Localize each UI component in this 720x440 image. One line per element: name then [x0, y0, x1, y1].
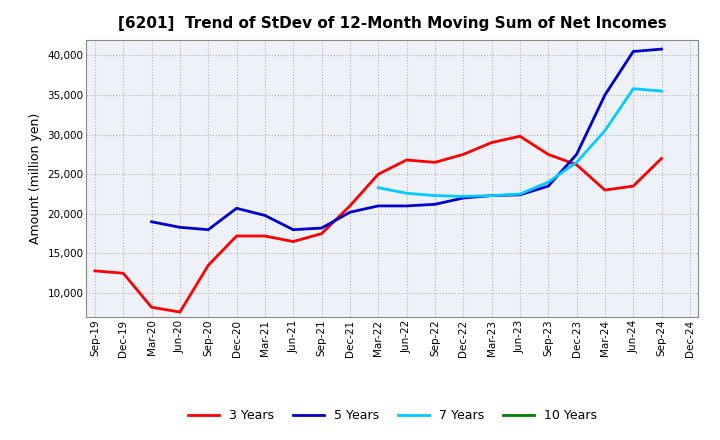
3 Years [516, 134, 524, 139]
5 Years [459, 195, 467, 201]
3 Years [374, 172, 382, 177]
Line: 3 Years: 3 Years [95, 136, 662, 312]
5 Years [261, 213, 269, 218]
5 Years [346, 209, 354, 215]
3 Years [318, 231, 326, 236]
7 Years [629, 86, 637, 92]
7 Years [572, 160, 581, 165]
3 Years [91, 268, 99, 274]
Y-axis label: Amount (million yen): Amount (million yen) [29, 113, 42, 244]
3 Years [544, 152, 552, 157]
7 Years [487, 193, 496, 198]
3 Years [261, 233, 269, 238]
3 Years [487, 140, 496, 145]
5 Years [402, 203, 411, 209]
5 Years [148, 219, 156, 224]
7 Years [459, 194, 467, 199]
Line: 7 Years: 7 Years [378, 89, 662, 196]
7 Years [402, 191, 411, 196]
3 Years [119, 271, 127, 276]
7 Years [657, 88, 666, 94]
3 Years [431, 160, 439, 165]
7 Years [544, 180, 552, 185]
3 Years [402, 158, 411, 163]
5 Years [600, 92, 609, 98]
7 Years [374, 185, 382, 191]
5 Years [544, 183, 552, 189]
3 Years [233, 233, 241, 238]
7 Years [516, 191, 524, 197]
3 Years [600, 187, 609, 193]
5 Years [374, 203, 382, 209]
5 Years [233, 205, 241, 211]
3 Years [148, 304, 156, 310]
5 Years [629, 49, 637, 54]
5 Years [572, 152, 581, 157]
5 Years [431, 202, 439, 207]
5 Years [289, 227, 297, 232]
7 Years [431, 193, 439, 198]
Line: 5 Years: 5 Years [152, 49, 662, 230]
5 Years [487, 193, 496, 198]
3 Years [459, 152, 467, 157]
3 Years [572, 162, 581, 167]
3 Years [289, 239, 297, 244]
3 Years [204, 263, 212, 268]
Title: [6201]  Trend of StDev of 12-Month Moving Sum of Net Incomes: [6201] Trend of StDev of 12-Month Moving… [118, 16, 667, 32]
7 Years [600, 128, 609, 133]
3 Years [657, 156, 666, 161]
3 Years [629, 183, 637, 189]
5 Years [176, 225, 184, 230]
3 Years [346, 203, 354, 209]
5 Years [516, 192, 524, 198]
5 Years [318, 225, 326, 231]
Legend: 3 Years, 5 Years, 7 Years, 10 Years: 3 Years, 5 Years, 7 Years, 10 Years [183, 404, 602, 427]
3 Years [176, 309, 184, 315]
5 Years [657, 47, 666, 52]
5 Years [204, 227, 212, 232]
